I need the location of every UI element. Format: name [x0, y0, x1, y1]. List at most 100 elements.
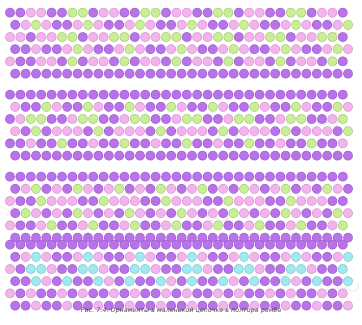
bead-violet: [171, 89, 182, 100]
bead-violet: [150, 114, 161, 124]
bead-violet: [150, 239, 161, 250]
bead-green: [291, 19, 301, 30]
bead-violet: [51, 68, 62, 79]
bead-violet: [244, 171, 255, 182]
bead-pink: [98, 56, 109, 67]
bead-cyan: [140, 264, 151, 274]
bead-violet: [233, 89, 244, 100]
bead-violet: [259, 276, 270, 287]
bead-pink: [311, 208, 322, 219]
bead-pink: [343, 101, 353, 112]
bead-violet: [114, 101, 125, 112]
bead-pink: [202, 56, 213, 67]
bead-violet: [20, 300, 31, 311]
bead-pink: [98, 7, 109, 18]
bead-pink: [83, 44, 93, 55]
bead-violet: [57, 264, 67, 274]
bead-violet: [337, 7, 348, 18]
bead-violet: [244, 288, 255, 299]
bead-pink: [187, 126, 197, 137]
bead-violet: [223, 264, 234, 274]
bead-violet: [259, 300, 270, 311]
bead-pink: [5, 196, 15, 206]
bead-violet: [181, 171, 192, 182]
bead-pink: [254, 7, 265, 18]
bead-violet: [109, 220, 119, 231]
bead-pink: [135, 208, 145, 219]
bead-violet: [317, 56, 327, 67]
bead-violet: [176, 276, 187, 287]
bead-violet: [228, 68, 239, 79]
bead-violet: [192, 239, 203, 250]
bead-violet: [72, 276, 83, 287]
bead-violet: [301, 68, 312, 79]
bead-pink: [244, 196, 255, 206]
bead-green: [249, 101, 260, 112]
bead-pink: [192, 32, 203, 42]
bead-violet: [285, 89, 296, 100]
bead-pink: [228, 19, 239, 30]
bead-violet: [129, 138, 140, 149]
figure-caption: Рис. 7.4. Орнаменты в маленькой цепочке …: [80, 307, 282, 314]
bead-violet: [192, 138, 203, 149]
bead-violet: [176, 68, 187, 79]
bead-pink: [62, 300, 73, 311]
bead-violet: [150, 171, 161, 182]
bead-pink: [213, 288, 223, 299]
bead-violet: [311, 150, 322, 161]
bead-violet: [322, 19, 333, 30]
bead-violet: [306, 7, 317, 18]
bead-violet: [62, 19, 73, 30]
pattern-panel-3: [5, 171, 353, 243]
bead-violet: [161, 239, 171, 250]
bead-pink: [5, 220, 15, 231]
bead-pink: [124, 300, 135, 311]
bead-green: [254, 220, 265, 231]
bead-pink: [343, 44, 353, 55]
bead-pink: [280, 300, 291, 311]
bead-violet: [161, 114, 171, 124]
bead-violet: [166, 126, 177, 137]
bead-green: [285, 196, 296, 206]
bead-pink: [218, 101, 229, 112]
bead-pink: [88, 56, 99, 67]
bead-pink: [83, 208, 93, 219]
bead-violet: [197, 208, 208, 219]
bead-violet: [103, 68, 114, 79]
bead-violet: [317, 138, 327, 149]
bead-violet: [317, 220, 327, 231]
bead-violet: [15, 196, 26, 206]
bead-pink: [25, 7, 36, 18]
bead-violet: [155, 44, 166, 55]
bead-green: [280, 183, 291, 194]
bead-violet: [207, 300, 218, 311]
bead-violet: [181, 56, 192, 67]
bead-violet: [140, 239, 151, 250]
bead-green: [192, 114, 203, 124]
bead-green: [88, 220, 99, 231]
bead-violet: [145, 276, 156, 287]
bead-green: [161, 196, 171, 206]
bead-green: [72, 183, 83, 194]
bead-violet: [145, 68, 156, 79]
bead-violet: [119, 239, 130, 250]
bead-green: [93, 126, 104, 137]
bead-violet: [77, 89, 88, 100]
bead-violet: [135, 300, 145, 311]
bead-pink: [67, 114, 78, 124]
bead-violet: [20, 101, 31, 112]
bead-green: [280, 126, 291, 137]
bead-violet: [103, 101, 114, 112]
bead-pink: [171, 196, 182, 206]
bead-green: [317, 32, 327, 42]
bead-violet: [197, 232, 208, 243]
bead-pink: [254, 56, 265, 67]
bead-violet: [46, 239, 57, 250]
bead-violet: [41, 300, 52, 311]
bead-violet: [197, 150, 208, 161]
bead-violet: [135, 276, 145, 287]
bead-violet: [88, 171, 99, 182]
bead-violet: [114, 251, 125, 262]
bead-violet: [192, 220, 203, 231]
bead-violet: [10, 300, 21, 311]
